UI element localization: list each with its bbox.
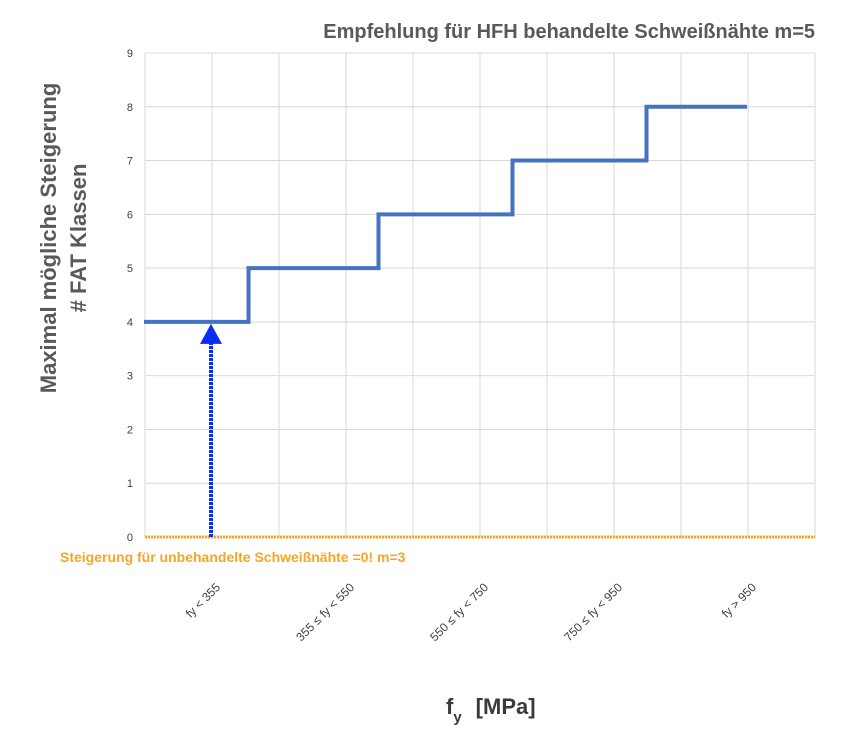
y-axis-label-line1: Maximal mögliche Steigerung [36,83,61,394]
y-tick-label: 0 [127,532,133,544]
arrow-head-icon [200,323,222,344]
y-tick-label: 7 [127,156,133,168]
y-tick-label: 4 [127,317,133,329]
x-axis-label-main: f [446,694,454,719]
series-hfh-step-line [144,104,747,324]
chart-title: Empfehlung für HFH behandelte Schweißnäh… [323,21,815,43]
x-axis-label-sub: y [453,709,462,726]
x-category-label: fy < 355 [183,580,224,621]
y-axis-label-line2: # FAT Klassen [66,164,91,313]
x-category-label: fy > 950 [719,580,760,621]
x-category-labels: fy < 355 355 ≤ fy < 550 550 ≤ fy < 750 750 … [183,580,760,644]
x-category-label: 750 ≤ fy < 950 [561,580,625,644]
y-tick-label: 5 [127,263,133,275]
grid [144,52,816,538]
y-tick-label: 9 [127,48,133,60]
y-tick-labels: 0 1 2 3 4 5 6 7 8 9 [127,48,133,544]
y-tick-label: 3 [127,371,133,383]
x-axis-label: fy [MPa] [446,694,536,726]
x-category-label: 550 ≤ fy < 750 [427,580,491,644]
y-tick-label: 6 [127,209,133,221]
x-axis-label-unit: [MPa] [476,694,536,719]
y-tick-label: 8 [127,102,133,114]
x-category-label: 355 ≤ fy < 550 [293,580,357,644]
y-tick-label: 1 [127,478,133,490]
y-axis-label: Maximal mögliche Steigerung # FAT Klasse… [36,83,91,394]
annotation-unbehandelt: Steigerung für unbehandelte Schweißnähte… [60,549,406,565]
y-tick-label: 2 [127,424,133,436]
